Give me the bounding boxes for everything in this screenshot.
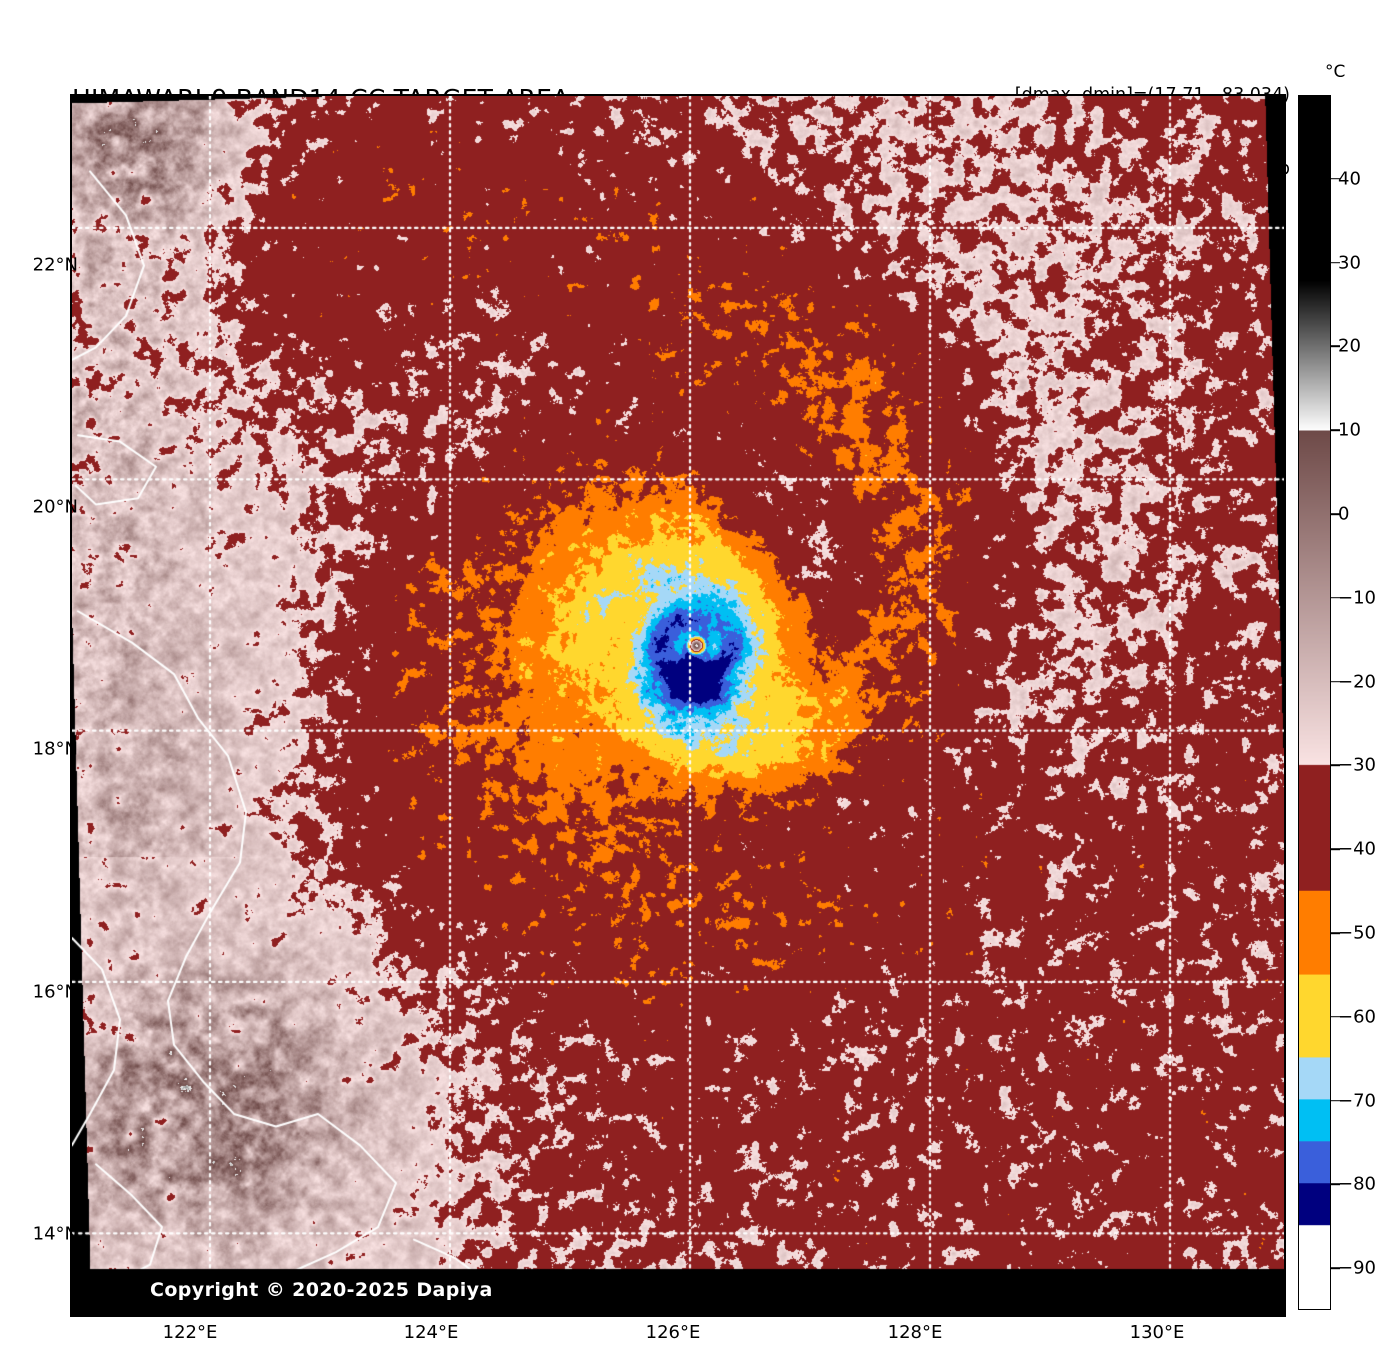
colorbar-tick-label-9: −50 <box>1338 922 1376 944</box>
colorbar-tickmark-1 <box>1331 261 1340 264</box>
colorbar-unit-label: °C <box>1325 62 1346 82</box>
colorbar-tickmark-10 <box>1331 1015 1340 1018</box>
colorbar-tick-label-6: −20 <box>1338 671 1376 693</box>
colorbar-tick-label-5: −10 <box>1338 587 1376 609</box>
colorbar-tick-label-12: −80 <box>1338 1173 1376 1195</box>
colorbar-tickmark-12 <box>1331 1183 1340 1186</box>
x-axis-tick-124: 124°E <box>403 1322 459 1343</box>
x-axis-tick-128: 128°E <box>887 1322 943 1343</box>
colorbar-tickmark-3 <box>1331 429 1340 431</box>
colorbar-tick-label-10: −60 <box>1338 1006 1376 1028</box>
y-axis-tick-16: 16°N <box>32 981 78 1003</box>
colorbar-tickmark-7 <box>1331 764 1340 767</box>
colorbar-tickmark-8 <box>1331 848 1340 850</box>
colorbar-tick-label-8: −40 <box>1338 838 1376 860</box>
colorbar-tickmark-4 <box>1331 513 1340 515</box>
y-axis-tick-22: 22°N <box>32 254 78 276</box>
colorbar-tick-label-13: −90 <box>1338 1257 1376 1279</box>
colorbar-tickmark-11 <box>1331 1099 1340 1102</box>
colorbar-tickmark-2 <box>1331 345 1340 348</box>
x-axis-tick-126: 126°E <box>645 1322 701 1343</box>
colorbar <box>1298 95 1331 1310</box>
colorbar-tick-label-11: −70 <box>1338 1090 1376 1112</box>
infrared-imagery-canvas <box>72 96 1284 1315</box>
satellite-map-panel[interactable]: Copyright © 2020-2025 Dapiya <box>70 94 1286 1317</box>
colorbar-tickmark-6 <box>1331 680 1340 683</box>
colorbar-tick-label-0: 40 <box>1338 168 1361 190</box>
colorbar-tickmark-9 <box>1331 932 1340 934</box>
copyright-label: Copyright © 2020-2025 Dapiya <box>150 1279 493 1301</box>
colorbar-tickmark-5 <box>1331 596 1340 599</box>
colorbar-tick-label-3: 10 <box>1338 419 1361 441</box>
colorbar-tick-label-2: 20 <box>1338 335 1361 357</box>
colorbar-tickmark-13 <box>1331 1267 1340 1269</box>
colorbar-tick-label-7: −30 <box>1338 754 1376 776</box>
colorbar-tick-label-1: 30 <box>1338 252 1361 274</box>
colorbar-gradient <box>1299 96 1330 1309</box>
y-axis-tick-20: 20°N <box>32 496 78 518</box>
y-axis-tick-14: 14°N <box>32 1223 78 1245</box>
colorbar-tickmark-0 <box>1331 177 1340 180</box>
x-axis-tick-130: 130°E <box>1129 1322 1185 1343</box>
x-axis-tick-122: 122°E <box>162 1322 218 1343</box>
colorbar-tick-label-4: 0 <box>1338 503 1350 525</box>
y-axis-tick-18: 18°N <box>32 738 78 760</box>
